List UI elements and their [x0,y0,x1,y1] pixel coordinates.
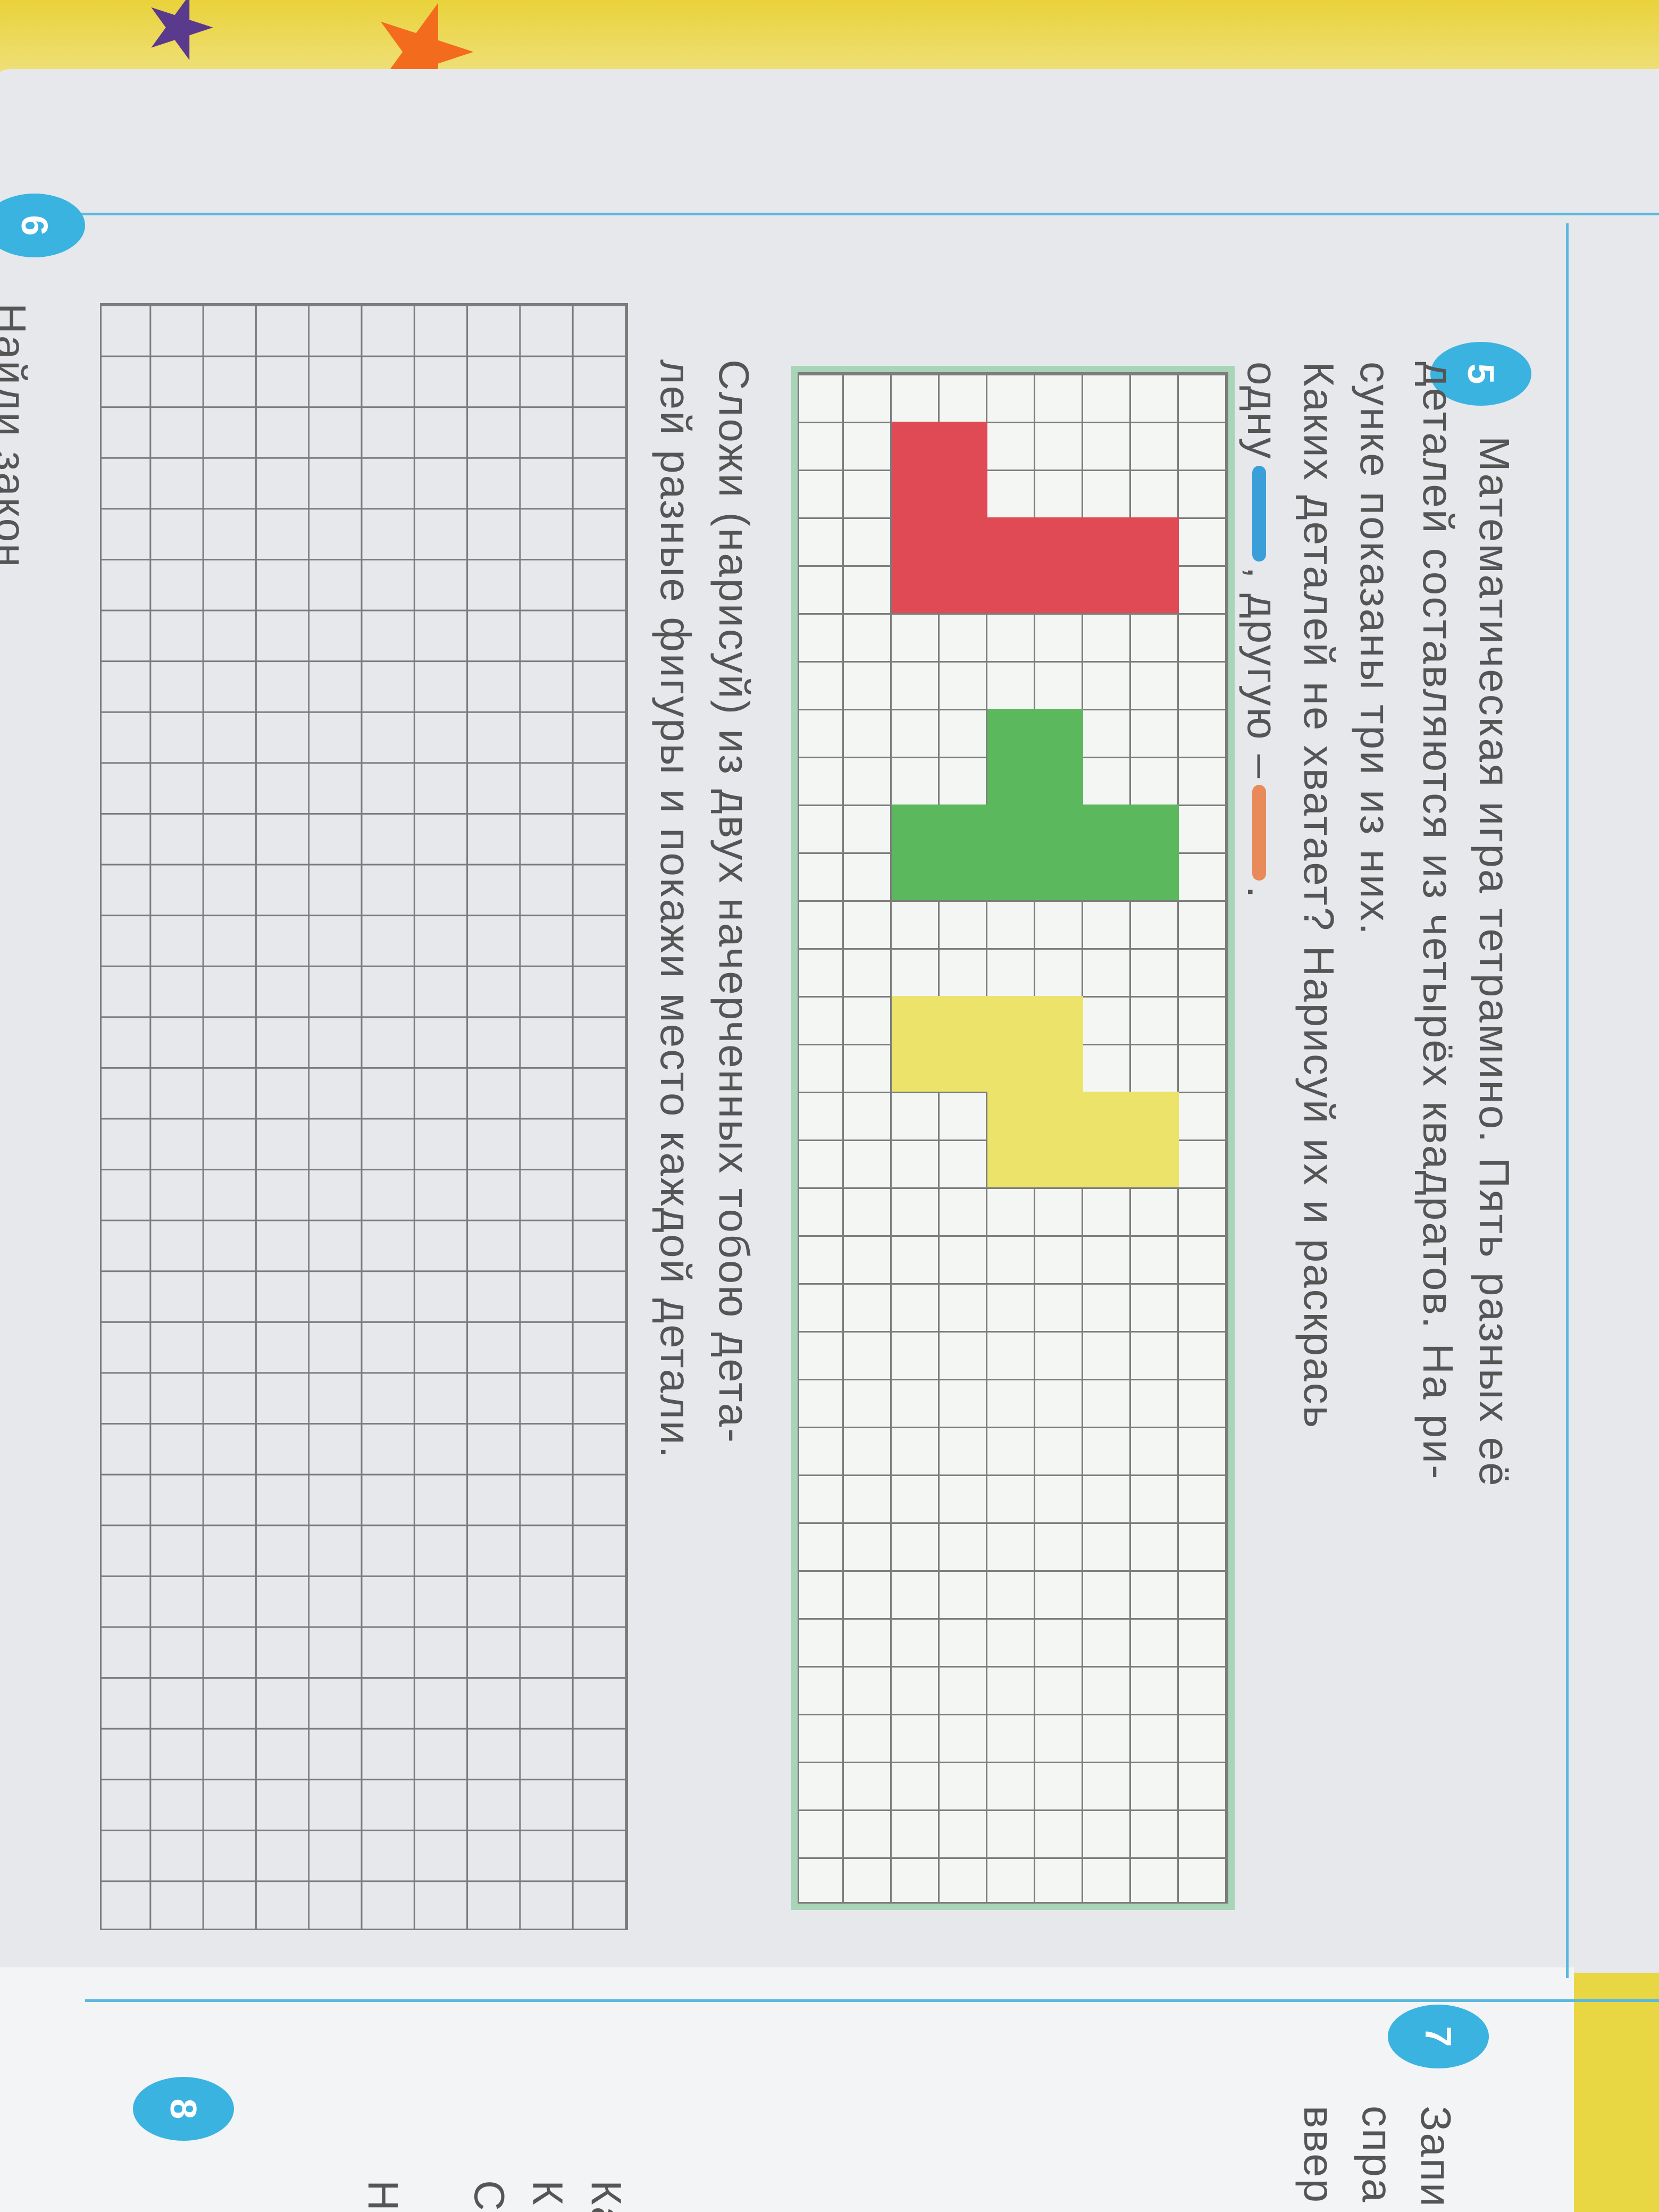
exercise-5-text: Каких деталей не хватает? Нарисуй их и р… [1295,362,1343,1430]
tetromino-L-cell [987,565,1035,613]
exercise-8-text: Ка [583,2180,630,2212]
exercise-8-badge: 8 [133,2077,234,2141]
exercise-5-text-line5: одну , другую –. [1239,362,1286,900]
period: . [1239,886,1286,900]
tetromino-S-cell [987,996,1035,1044]
word-druguyu: , другую – [1239,566,1286,780]
tetromino-S-cell [1131,1092,1179,1139]
tetromino-L-cell [1035,565,1083,613]
tetromino-T-cell [987,805,1035,852]
tetromino-S-cell [940,1044,987,1092]
tetromino-S-cell [987,1139,1035,1187]
tetromino-L-cell [987,517,1035,565]
tetromino-S-cell [987,1092,1035,1139]
drawing-grid[interactable] [100,303,628,1930]
tetromino-L-cell [940,470,987,517]
tetromino-T-cell [1131,805,1179,852]
tetromino-T-cell [892,805,940,852]
exercise-7-text: Запи [1412,2106,1460,2208]
exercise-5-text: деталей составляются из четырёх квадрато… [1414,362,1462,1481]
tetromino-T-cell [940,852,987,900]
tetromino-S-cell [1035,1139,1083,1187]
tetromino-L-cell [892,517,940,565]
tetromino-L-cell [940,422,987,470]
tetromino-L-cell [892,470,940,517]
tetromino-T-cell [1035,852,1083,900]
tetromino-S-cell [1131,1139,1179,1187]
tetromino-S-cell [892,1044,940,1092]
exercise-5-text: сунке показаны три из них. [1352,362,1399,936]
tetromino-L-cell [1131,565,1179,613]
tetromino-T-cell [940,805,987,852]
tetromino-T-cell [1083,852,1131,900]
tetromino-T-cell [1035,805,1083,852]
tetromino-S-cell [940,996,987,1044]
tetromino-S-cell [987,1044,1035,1092]
tetromino-T-cell [1083,805,1131,852]
tetromino-S-cell [892,996,940,1044]
tetromino-L-cell [1083,565,1131,613]
page-margin-rule [1566,223,1569,1978]
tetromino-S-cell [1083,1139,1131,1187]
tetromino-S-cell [1083,1092,1131,1139]
page-rule [74,213,1659,215]
tetromino-T-cell [1131,852,1179,900]
star-sticker: ★ [133,0,229,66]
exercise-8-text: Н [359,2180,407,2212]
tetromino-S-cell [1035,1044,1083,1092]
word-odnu: одну [1239,362,1286,460]
tetromino-grid[interactable] [798,372,1228,1904]
tetromino-T-cell [1035,757,1083,805]
tetromino-T-cell [987,709,1035,757]
tetromino-S-cell [1035,996,1083,1044]
tetromino-S-cell [1035,1092,1083,1139]
tetromino-T-cell [987,852,1035,900]
table-background [0,0,1659,74]
exercise-8-text: К [524,2180,572,2207]
blue-pencil-icon [1252,465,1267,562]
exercise-7-text: спра [1354,2106,1401,2204]
tetromino-L-cell [1035,517,1083,565]
tetromino-L-cell [940,517,987,565]
tetromino-L-cell [1131,517,1179,565]
tetromino-L-cell [892,565,940,613]
tetromino-T-cell [987,757,1035,805]
exercise-7-text: ввер [1295,2106,1343,2205]
page-rule [85,1999,1659,2002]
exercise-5-task: лей разные фигуры и покажи место каждой … [652,359,699,1460]
exercise-5-text: Математическая игра тетрамино. Пять разн… [1471,436,1518,1488]
tetromino-T-cell [1035,709,1083,757]
exercise-6-text: Найди закон [0,303,35,569]
exercise-8-text: С [466,2180,513,2212]
tetromino-L-cell [1083,517,1131,565]
tetromino-L-cell [892,422,940,470]
orange-pencil-icon [1252,785,1267,881]
tetromino-frame [791,366,1235,1910]
exercise-5-task: Сложи (нарисуй) из двух начерченных тобо… [710,359,758,1444]
exercise-7-badge: 7 [1388,2005,1489,2068]
tetromino-L-cell [940,565,987,613]
tetromino-T-cell [892,852,940,900]
